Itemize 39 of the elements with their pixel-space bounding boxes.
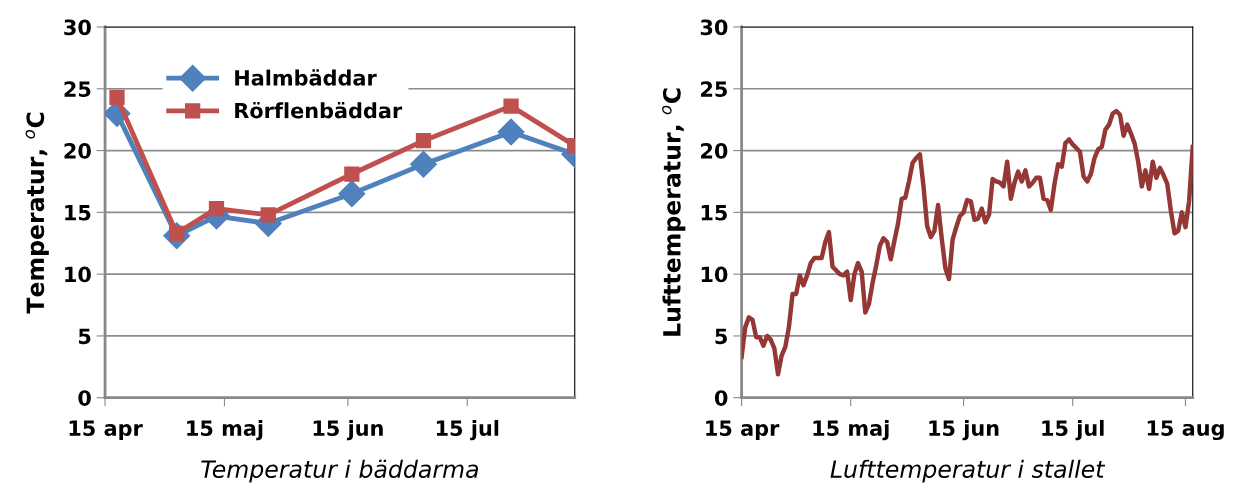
x-tick-label: 15 jul xyxy=(436,419,499,441)
y-tick-label: 5 xyxy=(78,328,91,345)
y-tick-label: 30 xyxy=(64,19,91,36)
y-axis-title: Lufttemperatur, $^{o}$C xyxy=(662,88,686,336)
y-tick-label: 20 xyxy=(701,143,728,159)
y-tick-label: 0 xyxy=(714,390,728,406)
point xyxy=(260,207,276,223)
point xyxy=(338,180,366,208)
y-tick-label: 25 xyxy=(701,81,727,97)
x-tick-label: 15 jul xyxy=(1042,419,1104,441)
point xyxy=(208,201,225,217)
x-axis-title: Temperatur i bäddarma xyxy=(201,459,478,483)
line-series xyxy=(741,108,1193,377)
y-tick-label: 15 xyxy=(65,205,91,221)
x-tick-label: 15 maj xyxy=(187,419,263,441)
y-tick-label: 10 xyxy=(65,266,91,283)
x-tick-label: 15 jun xyxy=(929,419,999,441)
y-tick-label: 0 xyxy=(78,390,91,406)
y-tick-label: 10 xyxy=(701,266,728,283)
x-tick-label: 15 apr xyxy=(69,420,143,441)
legend-label: Halmbäddar xyxy=(235,69,377,86)
point xyxy=(415,133,432,149)
x-tick-label: 15 apr xyxy=(706,420,780,441)
y-tick-label: 25 xyxy=(64,81,91,97)
legend-label: Rörflenbäddar xyxy=(235,101,403,119)
x-tick-label: 15 maj xyxy=(813,419,889,441)
y-tick-label: 5 xyxy=(715,328,727,345)
x-tick-label: 15 aug xyxy=(1147,420,1224,441)
y-tick-label: 20 xyxy=(64,143,91,159)
x-tick-label: 15 jun xyxy=(313,419,383,441)
point xyxy=(497,118,525,146)
y-tick-label: 30 xyxy=(700,19,728,36)
point xyxy=(109,89,125,106)
y-tick-label: 15 xyxy=(701,205,727,221)
point xyxy=(344,166,360,182)
point xyxy=(410,150,437,178)
x-axis-title: Lufttemperatur i stallet xyxy=(830,459,1106,483)
y-axis-title: Temperatur, $^{o}$C xyxy=(25,112,49,314)
point xyxy=(503,98,519,114)
